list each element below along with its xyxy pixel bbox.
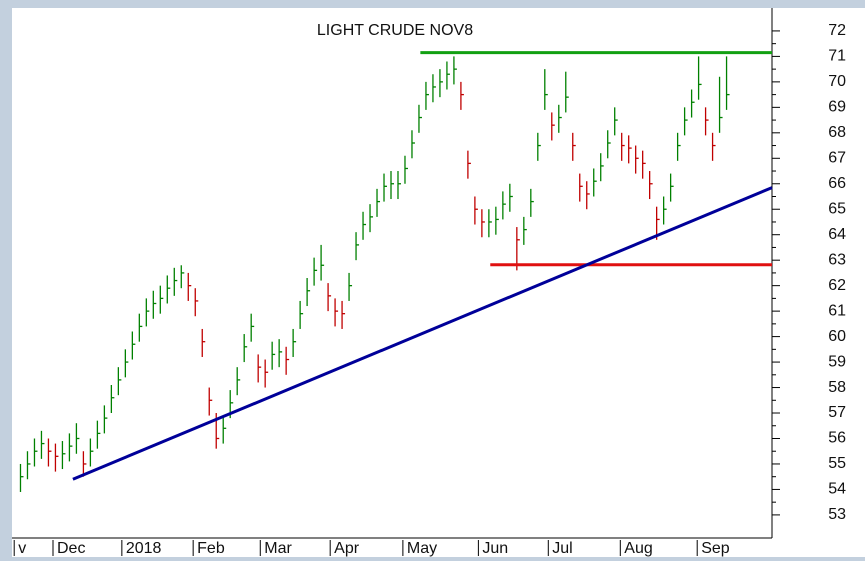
y-tick-label: 63 (828, 251, 846, 268)
y-tick-label: 64 (828, 226, 846, 243)
y-tick-label: 71 (828, 48, 846, 65)
y-tick-label: 72 (828, 22, 846, 39)
y-tick-label: 58 (828, 379, 846, 396)
y-tick-label: 56 (828, 430, 846, 447)
y-tick-label: 70 (828, 73, 846, 90)
y-tick-label: 53 (828, 506, 846, 523)
y-tick-label: 68 (828, 124, 846, 141)
y-tick-label: 65 (828, 200, 846, 217)
x-tick-label: Apr (334, 540, 360, 557)
y-tick-label: 54 (828, 481, 846, 498)
x-tick-label: Jun (482, 540, 508, 557)
x-tick-label: Feb (197, 540, 225, 557)
chart-title: LIGHT CRUDE NOV8 (317, 22, 473, 39)
x-tick-label: Sep (701, 540, 730, 557)
x-tick-label: May (407, 540, 437, 557)
plot-background (12, 8, 865, 557)
y-tick-label: 69 (828, 99, 846, 116)
trend-line (72, 186, 773, 481)
x-tick-label: Dec (57, 540, 85, 557)
x-tick-label: v (18, 540, 26, 557)
x-tick-label: Aug (624, 540, 652, 557)
y-tick-label: 66 (828, 175, 846, 192)
y-tick-label: 67 (828, 150, 846, 167)
y-tick-label: 60 (828, 328, 846, 345)
x-tick-label: Jul (552, 540, 572, 557)
y-tick-label: 57 (828, 404, 846, 421)
y-tick-label: 61 (828, 302, 846, 319)
x-tick-label: 2018 (126, 540, 162, 557)
y-tick-label: 55 (828, 455, 846, 472)
y-tick-label: 59 (828, 353, 846, 370)
y-tick-label: 62 (828, 277, 846, 294)
x-tick-label: Mar (264, 540, 292, 557)
